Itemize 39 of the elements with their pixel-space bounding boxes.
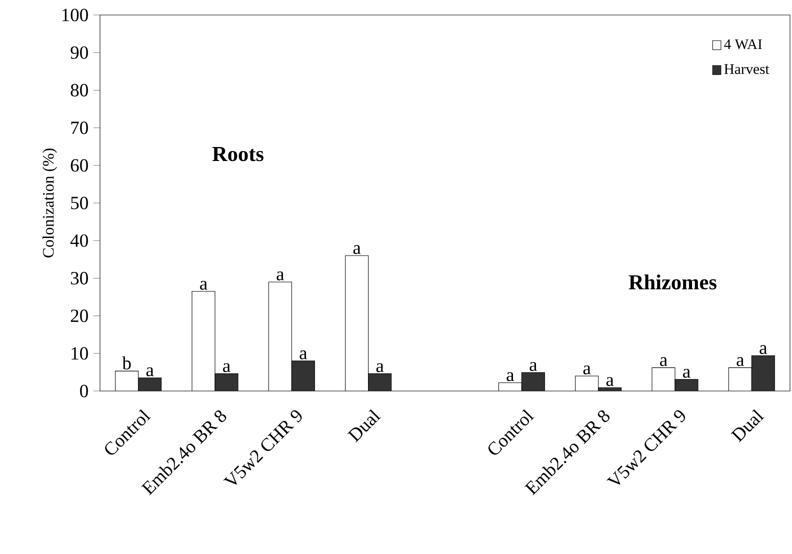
y-tick-label: 20 [70, 310, 88, 322]
bar [368, 373, 392, 391]
data-label: a [506, 372, 514, 382]
bar [751, 355, 775, 391]
data-label: a [200, 280, 208, 290]
data-label: a [530, 362, 538, 371]
y-tick-label: 90 [70, 46, 88, 59]
bar [138, 378, 162, 391]
data-label: a [223, 363, 230, 372]
data-label: a [760, 345, 768, 354]
y-axis-title: Colonization (%) [42, 148, 57, 258]
annotation: Rhizomes [628, 274, 716, 290]
legend-label: Harvest [724, 64, 770, 74]
y-tick-label: 70 [71, 122, 88, 134]
y-tick-label: 80 [70, 84, 88, 96]
data-label: a [146, 367, 154, 376]
y-tick-label: 50 [71, 196, 88, 210]
y-tick-label: 30 [70, 272, 88, 284]
data-label: a [736, 357, 744, 366]
y-tick-label: 60 [70, 159, 88, 172]
data-label: b [122, 356, 131, 370]
y-tick-label: 0 [80, 384, 88, 398]
bar [521, 372, 545, 391]
bar [214, 373, 238, 391]
data-label: a [660, 357, 668, 366]
data-label: a [353, 245, 361, 254]
data-label: a [583, 365, 591, 374]
bar [291, 360, 315, 391]
y-tick-label: 100 [62, 8, 88, 22]
data-label: a [376, 363, 384, 372]
bar [675, 379, 698, 391]
legend-label: 4 WAI [724, 39, 762, 50]
y-tick-label: 40 [70, 234, 88, 247]
data-label: a [606, 377, 614, 386]
data-label: a [300, 350, 308, 360]
data-label: a [683, 368, 690, 378]
annotation: Roots [212, 147, 264, 162]
y-tick-label: 10 [72, 347, 88, 360]
data-label: a [276, 271, 284, 280]
